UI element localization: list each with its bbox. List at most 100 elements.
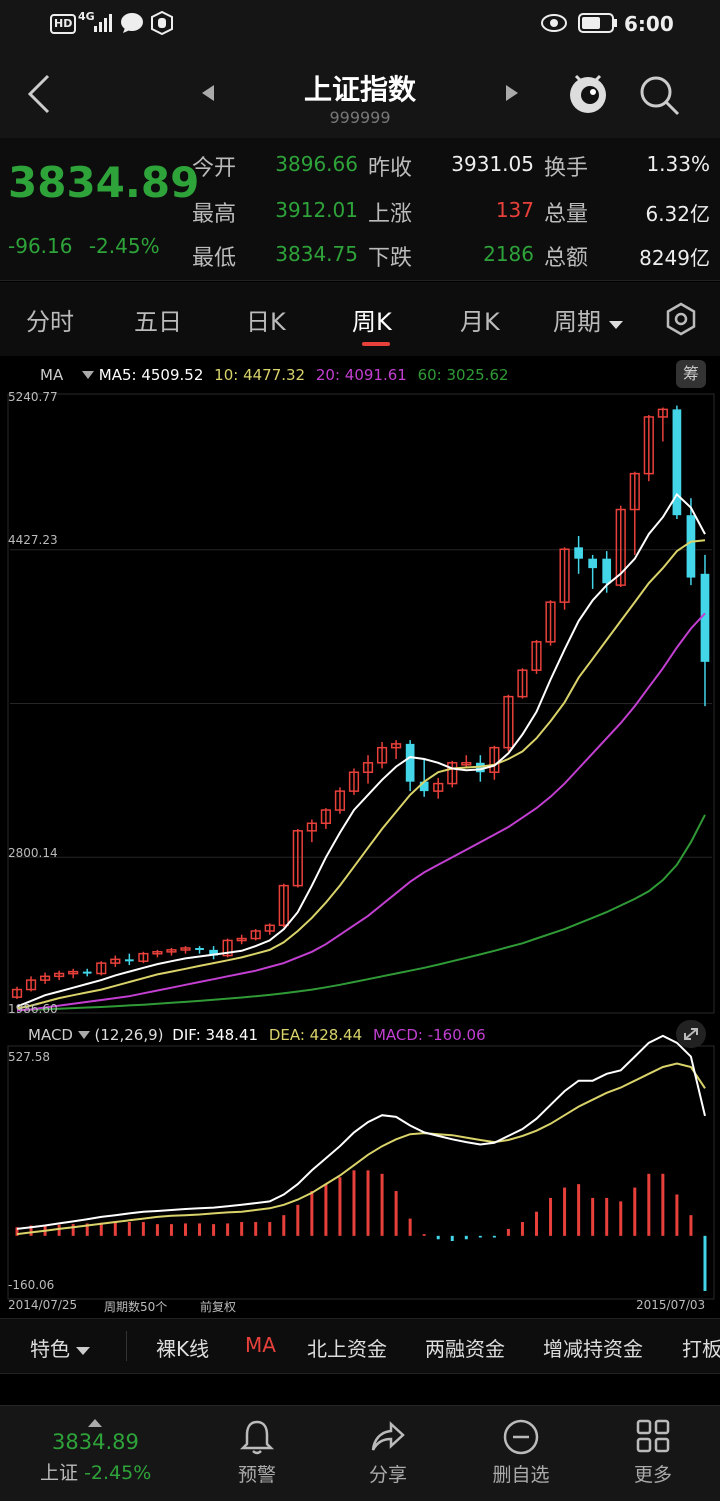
remove-watchlist-icon[interactable] [476, 1418, 566, 1460]
tool-naked-k[interactable]: 裸K线 [156, 1337, 210, 1361]
tool-ma[interactable]: MA [245, 1333, 276, 1357]
settings-icon[interactable] [664, 302, 698, 340]
candle-body-up [54, 972, 65, 978]
candle-body-up [503, 695, 514, 749]
macd-value: MACD: -160.06 [372, 1026, 486, 1044]
ma10-line [16, 539, 706, 1010]
ma5-value: MA5: 4509.52 [98, 366, 204, 384]
candle-body-up [180, 947, 191, 951]
macd-bar [464, 1235, 468, 1240]
prev-close-value: 3931.05 [451, 152, 534, 176]
chip-distribution-button[interactable]: 筹 [676, 360, 706, 388]
grid-icon[interactable] [608, 1418, 698, 1458]
y-label-upper: 4427.23 [8, 533, 58, 547]
ma20-value: 20: 4091.61 [315, 366, 407, 384]
macd-y-label-top: 527.58 [8, 1050, 50, 1064]
change-percent: -2.45% [88, 234, 160, 258]
macd-dropdown-icon[interactable] [77, 1030, 90, 1040]
prev-stock-icon[interactable] [200, 84, 216, 106]
candle-body-down [405, 743, 415, 782]
candle-body-up [110, 958, 121, 964]
macd-bar [436, 1235, 440, 1240]
macd-bar [549, 1197, 553, 1236]
macd-bar [85, 1223, 89, 1236]
y-label-bottom: 1986.60 [8, 1002, 58, 1016]
chart-tabs: 分时 五日 日K 周K 月K 周期 [0, 282, 720, 357]
y-label-lower: 2800.14 [8, 846, 58, 860]
macd-bar [577, 1184, 581, 1236]
prev-close-label: 昨收 [368, 156, 413, 181]
chevron-up-icon[interactable] [88, 1412, 102, 1431]
ma-dropdown-icon[interactable] [81, 370, 94, 380]
macd-bar [296, 1204, 300, 1236]
chart-area[interactable]: MA MA5: 4509.52 10: 4477.32 20: 4091.61 … [0, 356, 720, 1318]
macd-label: MACD [28, 1026, 73, 1044]
candle-body-up [11, 988, 23, 998]
x-label-end: 2015/07/03 [636, 1298, 706, 1312]
macd-bar [169, 1224, 173, 1236]
tab-five-day[interactable]: 五日 [134, 308, 182, 336]
ma5-line [16, 492, 706, 1008]
macd-params: (12,26,9) [94, 1026, 164, 1044]
back-icon[interactable] [24, 72, 54, 120]
tabbar-price[interactable]: 3834.89 [52, 1430, 139, 1454]
stock-code: 999999 [329, 108, 391, 127]
candle-body-up [250, 930, 261, 940]
advancers-value: 137 [495, 198, 534, 222]
divider [126, 1331, 127, 1361]
hand-icon [150, 10, 174, 39]
tool-margin[interactable]: 两融资金 [425, 1337, 505, 1361]
candle-body-up [348, 771, 360, 792]
nav-bar: 上证指数 999999 [0, 50, 720, 138]
y-label-top: 5240.77 [8, 390, 58, 404]
tool-northbound[interactable]: 北上资金 [307, 1337, 387, 1361]
tool-limit-up[interactable]: 打板 [682, 1337, 720, 1361]
volume-value: 6.32亿 [645, 202, 710, 226]
candlestick-series [11, 405, 710, 1000]
candle-body-up [236, 937, 247, 942]
expand-icon[interactable] [676, 1020, 706, 1048]
tab-weekly-k[interactable]: 周K [352, 308, 392, 336]
adjust-mode[interactable]: 前复权 [200, 1300, 237, 1314]
tab-daily-k[interactable]: 日K [246, 308, 286, 336]
mascot-icon[interactable] [566, 68, 610, 120]
tab-monthly-k[interactable]: 月K [460, 308, 500, 336]
dif-line [16, 1034, 706, 1230]
candle-body-up [629, 472, 640, 511]
macd-bar [240, 1222, 244, 1236]
candle-body-up [25, 979, 37, 991]
battery-icon [578, 12, 618, 38]
volume-label: 总量 [544, 202, 589, 227]
special-menu[interactable]: 特色 [30, 1333, 91, 1362]
tab-share[interactable]: 分享 [368, 1464, 407, 1486]
tabbar-index-pct: -2.45% [84, 1462, 152, 1484]
tab-alert[interactable]: 预警 [237, 1464, 276, 1486]
macd-bar [310, 1191, 314, 1236]
macd-frame [7, 1045, 715, 1300]
macd-bar [450, 1235, 454, 1242]
candle-body-up [68, 970, 79, 975]
next-stock-icon[interactable] [504, 84, 520, 106]
tool-holdings-change[interactable]: 增减持资金 [543, 1337, 643, 1361]
tab-period[interactable]: 周期 [553, 302, 623, 337]
candle-body-up [292, 830, 303, 887]
macd-bar [422, 1234, 426, 1236]
tab-intraday[interactable]: 分时 [26, 308, 74, 336]
search-icon[interactable] [638, 74, 682, 122]
macd-bar [254, 1222, 258, 1236]
macd-bar [661, 1173, 665, 1236]
period-count: 周期数50个 [104, 1300, 168, 1314]
bell-icon[interactable] [212, 1418, 302, 1460]
tabbar-index[interactable]: 上证 -2.45% [40, 1458, 151, 1485]
macd-bar [198, 1223, 202, 1236]
macd-bar [563, 1187, 567, 1236]
tab-more[interactable]: 更多 [633, 1464, 672, 1486]
share-icon[interactable] [343, 1418, 433, 1460]
tab-remove-watchlist[interactable]: 删自选 [492, 1464, 550, 1486]
macd-bar [520, 1222, 524, 1236]
active-tab-indicator [362, 342, 390, 346]
moving-average-lines [16, 492, 706, 1012]
candle-body-down [588, 558, 598, 569]
special-label: 特色 [30, 1337, 70, 1361]
candle-body-up [390, 743, 402, 749]
